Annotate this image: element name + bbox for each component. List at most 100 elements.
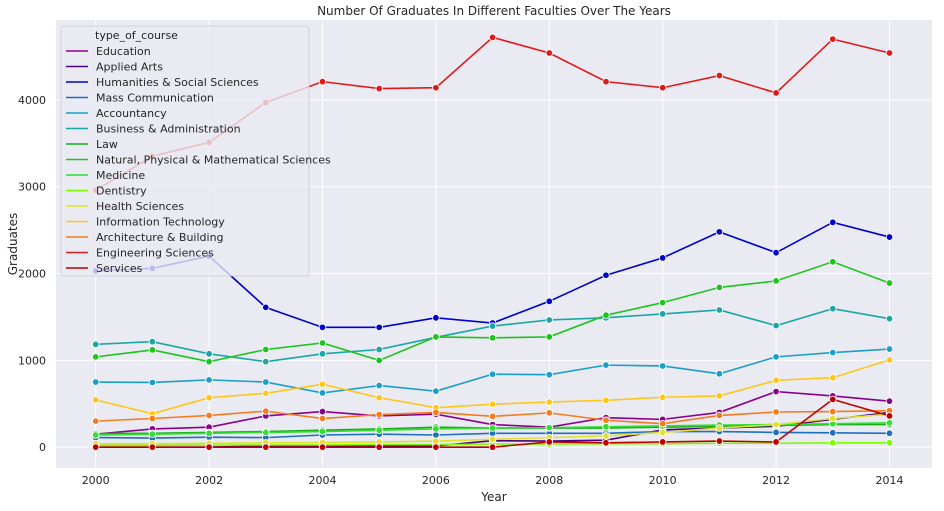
legend-entry: Dentistry (66, 185, 147, 198)
data-point (205, 411, 213, 420)
data-point (262, 378, 270, 386)
data-point (829, 429, 837, 437)
y-axis-title: Graduates (6, 213, 20, 276)
legend-entry: Health Sciences (66, 200, 184, 213)
data-point (602, 361, 610, 369)
data-point (318, 389, 327, 397)
data-point (602, 271, 610, 279)
legend-label: Business & Administration (96, 123, 241, 136)
data-point (262, 303, 270, 312)
data-point (885, 314, 894, 323)
data-point (262, 357, 270, 366)
data-point (318, 443, 327, 451)
data-point (91, 443, 100, 451)
data-point (488, 424, 497, 432)
series-natural-physical-mathematical-sciences (91, 258, 894, 366)
data-point (432, 431, 440, 439)
data-point (715, 306, 724, 314)
data-point (602, 439, 610, 447)
legend-box (60, 25, 310, 277)
data-point (205, 393, 213, 402)
data-point (262, 443, 270, 451)
data-point (318, 339, 327, 347)
data-point (772, 438, 780, 446)
legend-label: Dentistry (96, 185, 147, 198)
data-point (148, 378, 157, 387)
legend-entry: Education (66, 45, 151, 58)
data-point (885, 345, 894, 353)
data-point (432, 443, 440, 451)
data-point (318, 323, 327, 332)
data-point (318, 414, 327, 423)
data-point (772, 428, 780, 437)
legend-label: Architecture & Building (96, 231, 224, 244)
data-point (715, 283, 724, 292)
legend-entry: Law (66, 138, 118, 151)
data-point (829, 395, 837, 404)
data-point (885, 233, 894, 241)
data-point (602, 432, 610, 440)
y-tick-label: 1000 (18, 354, 46, 367)
data-point (885, 412, 894, 420)
data-point (545, 370, 553, 379)
data-point (488, 412, 497, 421)
data-point (318, 427, 327, 436)
data-point (829, 407, 837, 416)
data-point (772, 420, 780, 429)
series-accountancy (91, 345, 894, 397)
legend-label: Engineering Sciences (96, 247, 214, 260)
data-point (375, 84, 383, 93)
series-services (91, 395, 894, 451)
legend-entry: Applied Arts (66, 61, 163, 74)
data-point (432, 333, 440, 341)
data-point (375, 345, 383, 354)
data-point (545, 409, 553, 417)
legend-label: Law (96, 138, 118, 151)
data-point (432, 425, 440, 433)
series-information-technology (91, 356, 894, 418)
legend-title: type_of_course (95, 29, 178, 42)
data-point (91, 353, 100, 361)
data-point (829, 304, 837, 313)
data-point (262, 428, 270, 437)
data-point (148, 346, 157, 354)
data-point (658, 298, 667, 307)
data-point (488, 435, 497, 444)
legend-entry: Business & Administration (66, 123, 241, 136)
data-point (91, 378, 100, 386)
data-point (885, 419, 894, 427)
data-point (885, 429, 894, 437)
data-point (205, 357, 213, 366)
data-point (658, 84, 667, 92)
data-point (545, 316, 553, 324)
data-point (91, 417, 100, 425)
data-point (148, 443, 157, 451)
data-point (205, 429, 213, 437)
legend-label: Health Sciences (96, 200, 184, 213)
legend-label: Applied Arts (96, 61, 163, 74)
data-point (205, 376, 213, 384)
data-point (829, 348, 837, 357)
data-point (658, 420, 667, 428)
data-point (545, 333, 553, 341)
data-point (658, 254, 667, 262)
data-point (602, 423, 610, 431)
data-point (318, 380, 327, 388)
data-point (262, 345, 270, 354)
data-point (829, 439, 837, 447)
data-point (829, 258, 837, 266)
data-point (375, 426, 383, 434)
data-point (772, 376, 780, 385)
data-point (602, 311, 610, 319)
data-point (885, 49, 894, 57)
data-point (829, 218, 837, 226)
data-point (715, 411, 724, 420)
y-tick-label: 4000 (18, 94, 46, 107)
data-point (658, 362, 667, 370)
data-point (885, 439, 894, 447)
data-point (432, 437, 440, 445)
data-point (205, 443, 213, 451)
data-point (375, 410, 383, 419)
data-point (148, 414, 157, 423)
